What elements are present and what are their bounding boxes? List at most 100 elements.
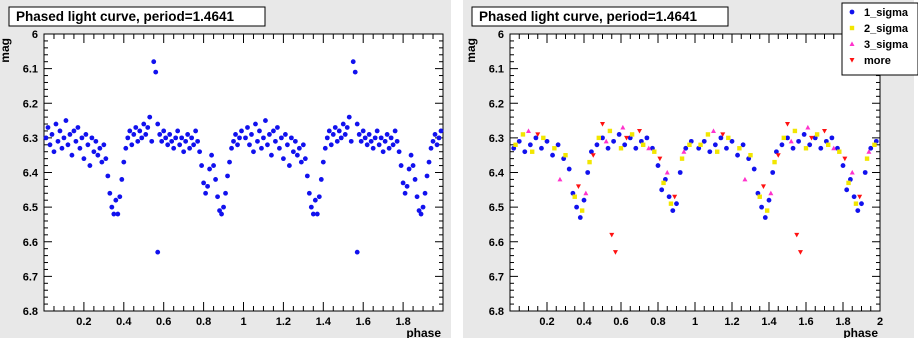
data-point — [801, 132, 807, 137]
data-point — [600, 135, 605, 141]
data-point — [215, 194, 220, 200]
data-point — [646, 145, 652, 151]
data-point — [541, 135, 546, 141]
data-point — [227, 159, 232, 165]
data-point — [55, 138, 61, 144]
y-tick-label: 6.3 — [489, 133, 504, 145]
y-tick-label: 6 — [498, 29, 504, 41]
data-point — [681, 149, 687, 154]
y-tick-label: 6.4 — [489, 168, 505, 180]
data-point — [788, 138, 794, 144]
x-tick-label: 1.6 — [356, 316, 371, 328]
data-point — [239, 128, 244, 134]
data-point — [77, 145, 83, 151]
data-point — [627, 135, 633, 141]
data-point — [781, 135, 786, 141]
data-point — [269, 152, 274, 158]
data-point — [688, 138, 694, 144]
data-point — [587, 159, 592, 165]
data-point — [859, 201, 864, 207]
data-point — [89, 135, 95, 141]
data-point — [141, 121, 147, 127]
data-point — [352, 69, 358, 75]
data-point — [797, 250, 803, 255]
data-point — [255, 138, 260, 144]
data-point — [135, 138, 141, 144]
y-tick-label: 6.6 — [489, 237, 504, 249]
data-point — [846, 180, 851, 186]
y-tick-label: 6.5 — [23, 202, 38, 214]
data-point — [853, 201, 859, 206]
data-point — [105, 173, 111, 179]
x-tick-label: 1.8 — [835, 316, 850, 328]
data-point — [249, 132, 254, 137]
plot-frame — [509, 33, 881, 312]
data-point — [707, 149, 713, 155]
data-point — [71, 128, 77, 134]
data-point — [857, 194, 863, 200]
chart-panel-right: Phased light curve, period=1.4641 6 6.1 6.2… — [463, 0, 918, 338]
data-point — [583, 190, 589, 196]
data-point — [145, 125, 151, 130]
plot-frame — [43, 33, 444, 312]
x-tick-label: 1 — [692, 316, 698, 328]
data-point — [382, 138, 388, 144]
data-point — [792, 128, 798, 134]
data-point — [378, 135, 384, 141]
data-point — [842, 156, 848, 162]
data-point — [712, 142, 718, 148]
data-point — [589, 149, 594, 155]
data-point — [368, 138, 374, 144]
data-point — [831, 145, 837, 151]
data-point — [590, 153, 596, 158]
data-point — [687, 142, 692, 147]
data-point — [724, 145, 729, 151]
data-point — [151, 59, 157, 65]
data-point — [257, 128, 262, 134]
data-point — [51, 149, 57, 155]
data-point — [83, 132, 89, 137]
data-point — [535, 132, 541, 138]
data-point — [169, 138, 175, 144]
data-point — [221, 204, 226, 210]
legend-marker — [849, 9, 855, 15]
data-point — [823, 138, 829, 144]
data-point — [701, 138, 707, 144]
data-point — [633, 145, 639, 151]
x-tick-label: 0.4 — [116, 316, 132, 328]
x-tick-label: 0.6 — [156, 316, 171, 328]
data-point — [668, 201, 674, 206]
data-point — [328, 142, 334, 148]
data-point — [153, 69, 159, 75]
data-point — [139, 135, 145, 141]
data-point — [185, 132, 191, 137]
data-point — [396, 149, 402, 155]
data-point — [679, 156, 685, 161]
data-point — [273, 138, 278, 144]
data-point — [109, 204, 115, 210]
data-point — [814, 132, 820, 137]
y-tick-label: 6 — [32, 29, 38, 41]
data-point — [324, 135, 330, 141]
data-point — [300, 142, 306, 148]
data-point — [348, 138, 354, 144]
data-point — [386, 145, 392, 151]
data-point — [873, 138, 879, 144]
data-point — [581, 197, 587, 203]
data-point — [137, 128, 143, 134]
data-point — [376, 142, 382, 148]
data-point — [173, 135, 179, 141]
data-point — [616, 132, 622, 137]
data-point — [837, 149, 842, 154]
data-point — [805, 124, 811, 130]
data-point — [43, 135, 49, 141]
data-point — [826, 142, 831, 147]
data-point — [131, 132, 137, 137]
data-point — [316, 194, 322, 200]
data-layer — [511, 122, 879, 255]
data-point — [579, 208, 585, 213]
data-point — [729, 138, 735, 144]
data-point — [113, 197, 119, 203]
legend-label: more — [864, 55, 891, 67]
data-point — [835, 145, 840, 151]
